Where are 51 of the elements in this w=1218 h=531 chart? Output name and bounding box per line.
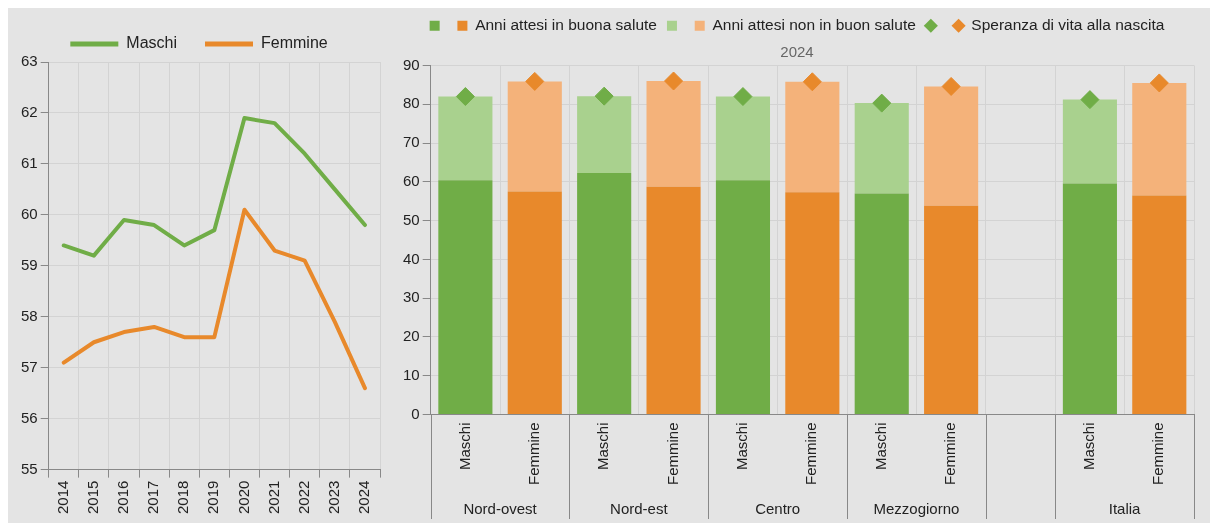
y-tick-label: 57 [21,357,38,375]
x-tick-label: 2024 [355,480,373,515]
chart-subtitle: 2024 [780,42,814,60]
y-tick-label: 63 [21,52,38,70]
x-tick-label: Maschi [871,422,889,470]
x-tick-label: 2022 [294,480,312,515]
y-tick-label: 60 [403,171,420,189]
x-tick-label: Femmine [524,422,542,485]
x-tick-label: 2016 [114,480,132,515]
y-tick-label: 20 [403,327,420,345]
y-tick-label: 10 [403,365,420,383]
y-tick-label: 60 [21,205,38,222]
text: Italia [1108,499,1142,517]
y-tick-label: 58 [21,306,38,324]
x-tick-label: Maschi [733,422,751,470]
y-tick-label: 50 [403,210,420,228]
x-tick-label: 2017 [144,480,162,515]
y-tick-label: 59 [21,255,38,273]
legend-label: Maschi [126,34,178,52]
y-tick-label: 61 [21,154,38,172]
text: Nord-ovest [463,499,538,517]
text: Nord-est [610,499,669,517]
y-tick-label: 0 [411,404,420,422]
x-tick-label: Femmine [941,422,959,485]
x-tick-label: 2015 [84,480,101,515]
legend-label: Femmine [261,34,328,52]
y-tick-label: 62 [21,103,38,121]
x-tick-label: Femmine [802,422,820,485]
y-tick-label: 90 [403,55,420,73]
legend-label: Speranza di vita alla nascita [971,16,1165,34]
text: Centro [755,499,801,517]
y-tick-label: 70 [403,133,420,151]
x-tick-label: Maschi [455,422,473,470]
x-tick-label: 2021 [264,480,282,515]
y-tick-label: 40 [403,249,420,267]
y-tick-label: 80 [403,94,420,112]
x-tick-label: Maschi [594,422,612,470]
y-tick-label: 56 [21,408,38,426]
x-tick-label: 2020 [234,480,252,515]
x-tick-label: 2019 [204,480,222,515]
legend-label: Anni attesi non in buon salute [712,16,916,34]
y-tick-label: 30 [403,288,420,306]
text: Mezzogiorno [873,499,960,517]
x-tick-label: 2014 [53,480,71,515]
x-tick-label: Femmine [663,422,681,485]
legend-label: Anni attesi in buona salute [475,16,657,34]
y-tick-label: 55 [21,459,38,477]
x-tick-label: Femmine [1149,422,1167,485]
x-tick-label: 2018 [174,480,192,515]
x-tick-label: Maschi [1080,422,1098,470]
x-tick-label: 2023 [324,480,342,515]
